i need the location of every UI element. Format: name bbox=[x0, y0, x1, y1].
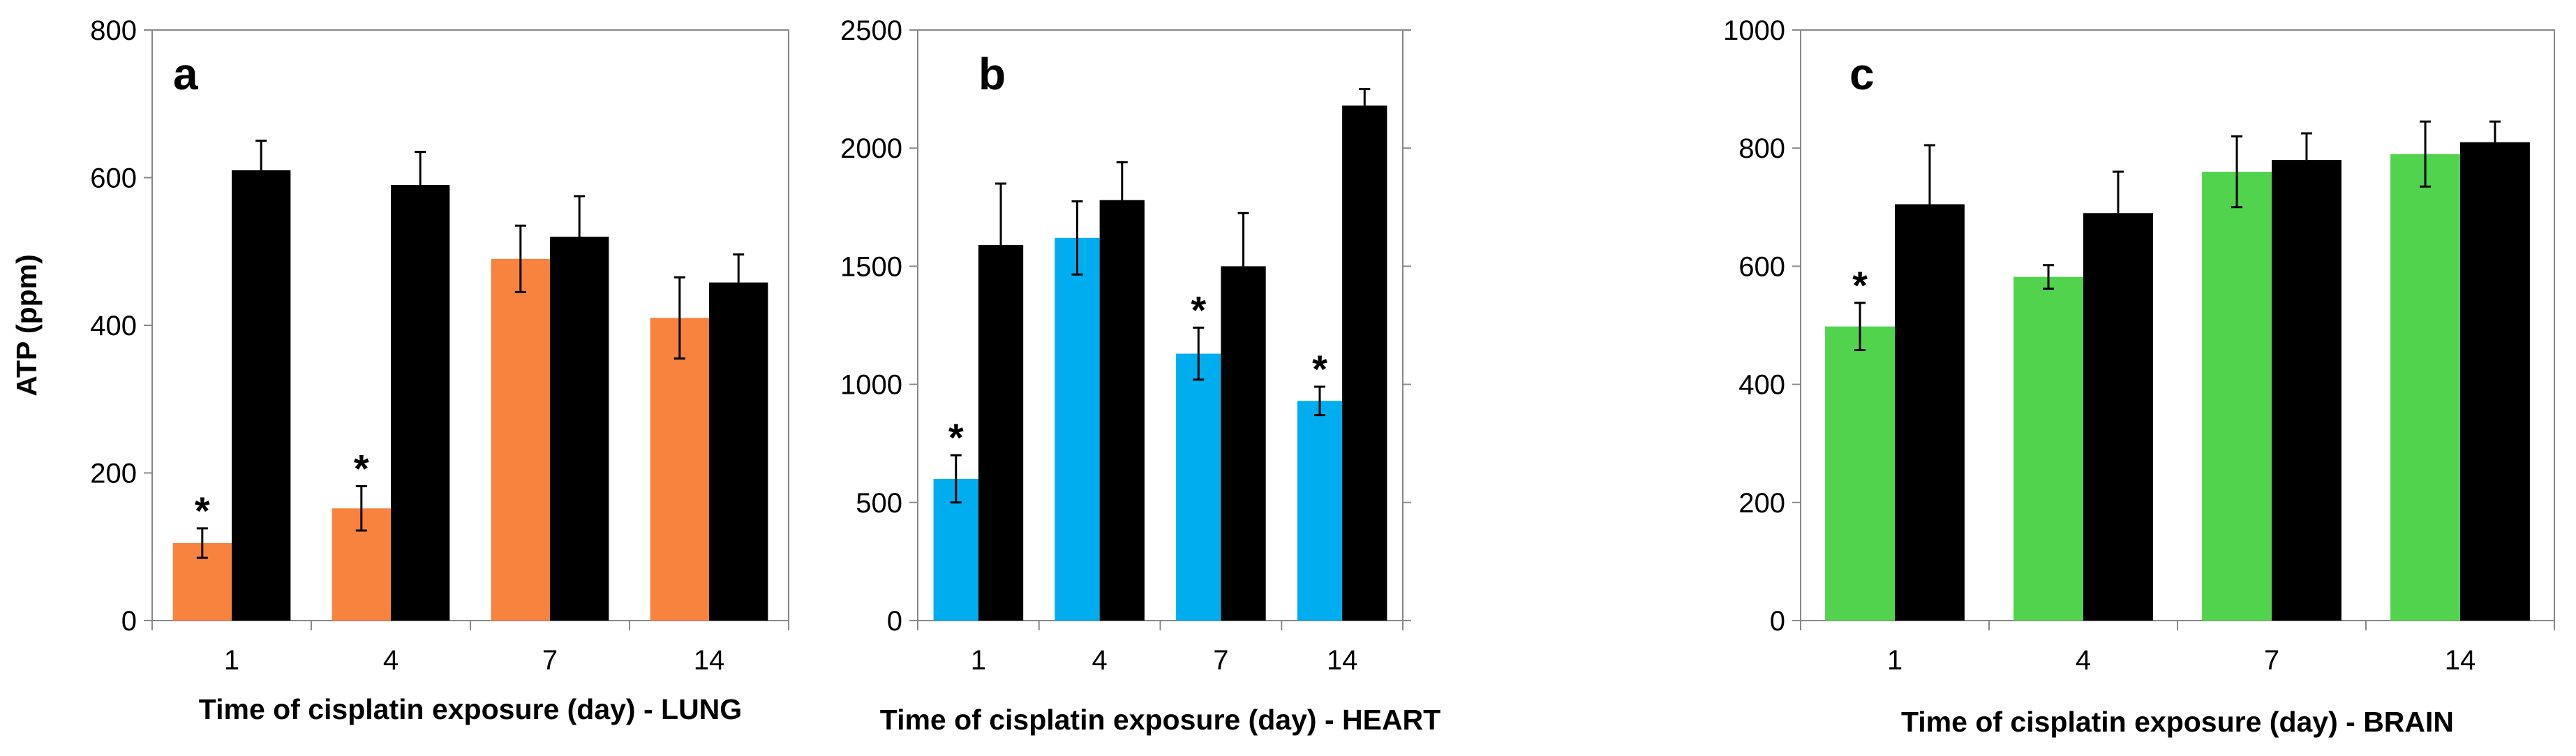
treated-bar bbox=[1297, 401, 1343, 621]
y-tick-label: 0 bbox=[121, 606, 137, 637]
y-tick-label: 200 bbox=[1739, 488, 1785, 519]
x-tick-label: 4 bbox=[2076, 645, 2091, 676]
control-bar bbox=[1895, 204, 1965, 621]
y-tick-label: 600 bbox=[1739, 251, 1785, 282]
x-tick-label: 4 bbox=[383, 645, 399, 676]
treated-bar bbox=[1055, 237, 1100, 621]
significance-star: * bbox=[948, 415, 964, 459]
y-tick-label: 1500 bbox=[840, 251, 902, 282]
control-bar bbox=[1342, 105, 1387, 621]
significance-star: * bbox=[1852, 263, 1868, 307]
control-bar bbox=[1099, 200, 1145, 621]
control-bar bbox=[709, 282, 768, 621]
y-tick-label: 2000 bbox=[840, 133, 902, 164]
y-tick-label: 400 bbox=[90, 311, 137, 341]
significance-star: * bbox=[354, 447, 369, 491]
y-tick-label: 1000 bbox=[1723, 15, 1785, 46]
y-tick-label: 1000 bbox=[840, 370, 902, 401]
x-tick-label: 1 bbox=[971, 645, 986, 676]
x-tick-label: 14 bbox=[2445, 645, 2476, 676]
significance-star: * bbox=[195, 489, 210, 533]
control-bar bbox=[2272, 160, 2342, 621]
treated-bar bbox=[2390, 154, 2460, 621]
control-bar bbox=[978, 244, 1024, 621]
x-axis-title: Time of cisplatin exposure (day) - HEART bbox=[880, 704, 1440, 736]
x-axis-title: Time of cisplatin exposure (day) - BRAIN bbox=[1901, 706, 2454, 738]
y-tick-label: 600 bbox=[90, 163, 137, 194]
x-tick-label: 1 bbox=[224, 645, 239, 676]
x-tick-label: 7 bbox=[2264, 645, 2279, 676]
control-bar bbox=[2460, 142, 2530, 621]
x-tick-label: 4 bbox=[1092, 645, 1108, 676]
treated-bar bbox=[2013, 276, 2083, 621]
panel-letter: b bbox=[978, 49, 1006, 99]
y-tick-label: 500 bbox=[856, 488, 902, 519]
y-tick-label: 0 bbox=[887, 606, 902, 637]
control-bar bbox=[391, 185, 450, 621]
treated-bar bbox=[1825, 326, 1895, 621]
x-tick-label: 1 bbox=[1887, 645, 1903, 676]
y-tick-label: 800 bbox=[90, 15, 137, 46]
x-tick-label: 7 bbox=[542, 645, 558, 676]
x-tick-label: 14 bbox=[1327, 645, 1358, 676]
significance-star: * bbox=[1312, 347, 1327, 391]
panel-letter: c bbox=[1849, 49, 1875, 99]
control-bar bbox=[232, 170, 291, 621]
x-tick-label: 7 bbox=[1213, 645, 1228, 676]
y-tick-label: 200 bbox=[90, 459, 137, 489]
y-tick-label: 0 bbox=[1770, 606, 1785, 637]
y-tick-label: 400 bbox=[1739, 370, 1785, 401]
x-axis-title: Time of cisplatin exposure (day) - LUNG bbox=[199, 693, 742, 725]
control-bar bbox=[1221, 266, 1266, 621]
treated-bar bbox=[491, 258, 550, 621]
control-bar bbox=[2083, 213, 2153, 621]
treated-bar bbox=[1176, 353, 1221, 621]
significance-star: * bbox=[1191, 288, 1206, 332]
treated-bar bbox=[650, 318, 709, 621]
y-tick-label: 2500 bbox=[840, 15, 902, 46]
y-axis-title: ATP (ppm) bbox=[10, 254, 43, 396]
y-tick-label: 800 bbox=[1739, 133, 1785, 164]
control-bar bbox=[550, 237, 609, 621]
x-tick-label: 14 bbox=[694, 645, 725, 676]
panel-letter: a bbox=[173, 49, 198, 99]
treated-bar bbox=[2202, 172, 2272, 621]
